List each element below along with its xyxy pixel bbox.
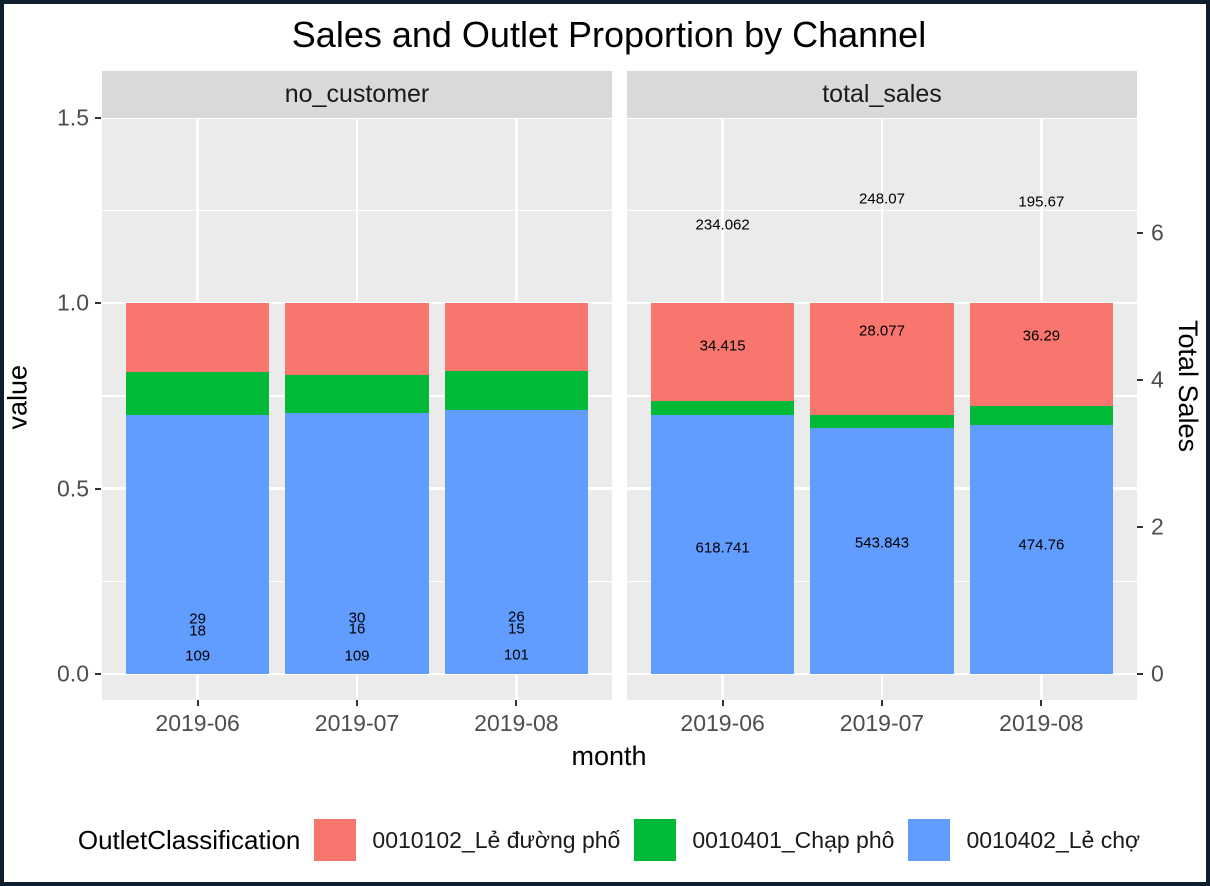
y-axis-tick-label: 0.5 <box>57 475 89 501</box>
facet-panel-total-sales: 234.062 34.415 618.741 248.07 28.077 543.843 1… <box>627 118 1137 700</box>
x-axis-tick <box>515 700 518 706</box>
secondary-y-axis-tick <box>1137 379 1143 382</box>
facet-strip-label: no_customer <box>284 80 430 108</box>
y-axis-tick <box>95 673 101 675</box>
legend-item: 0010102_Lẻ đường phố <box>314 819 620 861</box>
bar-segment-blue <box>444 410 589 674</box>
x-axis-tick <box>196 700 199 706</box>
bar-segment-red <box>285 303 429 375</box>
y-axis-title: value <box>2 364 33 430</box>
bar-segment-green <box>444 370 589 411</box>
bar-segment-green <box>285 374 429 414</box>
bar-value-label: 234.062 <box>695 216 750 234</box>
x-axis-tick-label: 2019-07 <box>839 710 925 736</box>
secondary-y-axis-tick-label: 6 <box>1151 219 1164 246</box>
bar-segment-green <box>969 405 1114 425</box>
y-axis-tick <box>95 116 101 119</box>
legend-key-swatch <box>908 819 951 861</box>
bar-segment-green <box>810 415 954 428</box>
bar-segment-green <box>125 371 270 415</box>
bar-value-label: 474.76 <box>1018 536 1065 554</box>
x-axis-tick-label: 2019-07 <box>314 710 400 736</box>
chart-title: Sales and Outlet Proportion by Channel <box>291 14 927 55</box>
y-axis-tick-label: 0.0 <box>57 660 89 687</box>
x-axis-title: month <box>571 741 647 771</box>
bar-segment-green <box>650 400 795 416</box>
bar-value-label: 28.077 <box>859 322 905 340</box>
y-axis-tick <box>95 302 101 304</box>
x-axis-tick <box>356 700 358 706</box>
facet-strip-label: total_sales <box>822 80 942 108</box>
bar-segment-blue <box>969 424 1114 674</box>
legend: OutletClassification 0010102_Lẻ đường ph… <box>4 812 1206 868</box>
legend-item-label: 0010402_Lẻ chợ <box>966 826 1141 853</box>
bar-value-label: 543.843 <box>854 534 910 552</box>
bar-value-label: 34.415 <box>699 337 746 355</box>
bar-segment-red <box>125 303 270 372</box>
bar-value-label: 109 <box>185 647 211 665</box>
secondary-y-axis-title: Total Sales <box>1173 319 1203 453</box>
bar-segment-red <box>650 303 795 401</box>
facet-strip-total-sales: total_sales <box>627 71 1137 118</box>
facet-panel-no-customer: 29 18 109 30 16 109 26 15 101 <box>102 118 612 700</box>
bar-value-label: 195.67 <box>1018 193 1065 211</box>
bar-segment-red <box>444 303 589 371</box>
secondary-y-axis-tick <box>1137 673 1143 675</box>
x-axis-tick-label: 2019-06 <box>680 710 765 736</box>
legend-item-label: 0010102_Lẻ đường phố <box>372 826 621 853</box>
bar-segment-blue <box>650 415 795 674</box>
bar-value-label: 16 <box>348 620 366 638</box>
y-axis-tick <box>95 487 101 490</box>
x-axis-tick <box>721 700 724 706</box>
x-axis-tick-label: 2019-06 <box>155 710 240 736</box>
x-axis-tick <box>881 700 883 706</box>
bar-segment-blue <box>810 427 954 674</box>
legend-items: 0010102_Lẻ đường phố 0010401_Chạp phô 0010… <box>314 819 1140 861</box>
secondary-y-axis-tick-label: 4 <box>1151 366 1164 393</box>
bar-value-label: 36.29 <box>1022 327 1061 345</box>
bar-value-label: 109 <box>344 647 370 665</box>
secondary-y-axis-tick <box>1137 232 1143 235</box>
facet-strip-no-customer: no_customer <box>102 71 612 118</box>
bar-segment-blue <box>125 414 270 674</box>
secondary-y-axis-tick-label: 2 <box>1151 513 1164 540</box>
y-axis-tick-label: 1.0 <box>57 289 89 316</box>
bar-value-label: 15 <box>508 620 525 638</box>
x-axis-tick-label: 2019-08 <box>999 710 1084 736</box>
secondary-y-axis-tick-label: 0 <box>1151 660 1164 687</box>
bar-value-label: 248.07 <box>859 190 905 208</box>
x-axis-tick-label: 2019-08 <box>474 710 559 736</box>
legend-item: 0010402_Lẻ chợ <box>908 819 1140 861</box>
bar-segment-red <box>810 303 954 416</box>
legend-key-swatch <box>314 819 357 861</box>
bar-segment-red <box>969 303 1114 406</box>
bar-value-label: 30 <box>348 609 366 627</box>
bar-value-label: 18 <box>189 622 206 640</box>
bar-value-label: 101 <box>503 646 529 664</box>
legend-key-swatch <box>634 819 677 861</box>
bar-value-label: 29 <box>189 610 206 628</box>
bar-value-label: 618.741 <box>695 539 750 557</box>
legend-item: 0010401_Chạp phô <box>634 819 894 861</box>
secondary-y-axis-tick <box>1137 526 1143 529</box>
bar-value-label: 26 <box>508 608 525 626</box>
legend-title: OutletClassification <box>77 824 301 855</box>
x-axis-tick <box>1040 700 1043 706</box>
legend-item-label: 0010401_Chạp phô <box>692 826 895 853</box>
y-axis-tick-label: 1.5 <box>57 104 89 130</box>
bar-segment-blue <box>285 413 429 674</box>
